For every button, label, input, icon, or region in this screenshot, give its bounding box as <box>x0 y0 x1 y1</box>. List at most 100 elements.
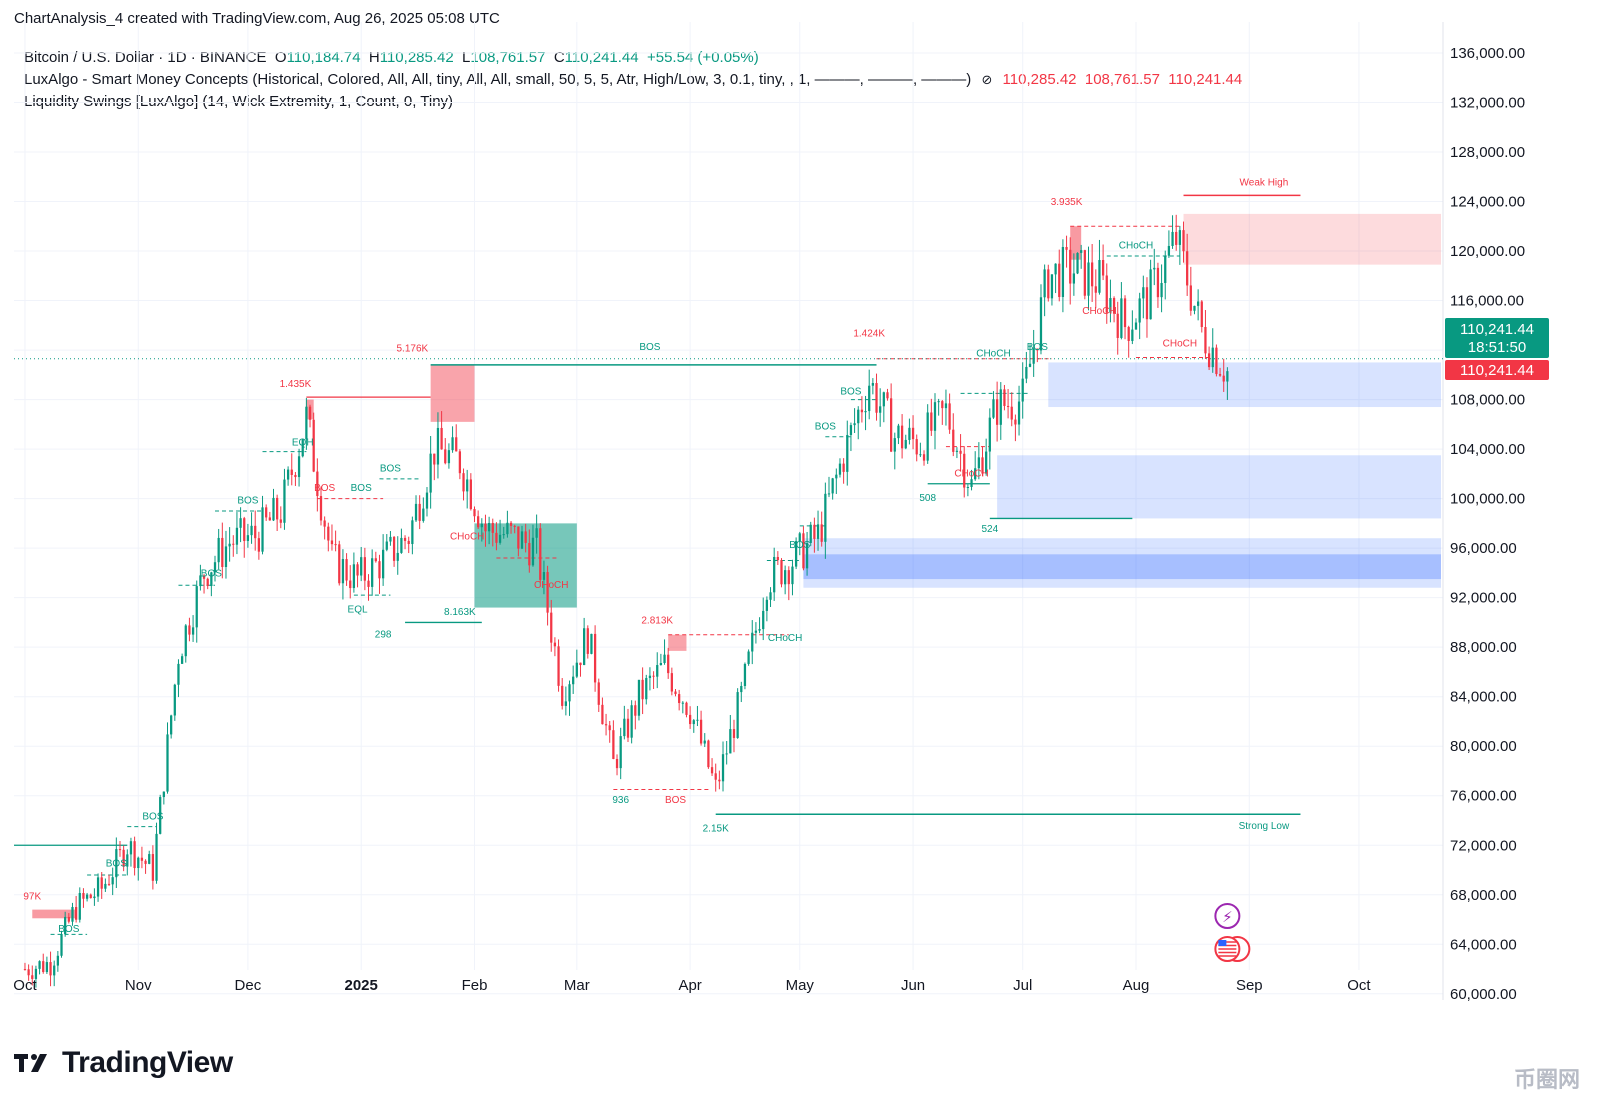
candle-body <box>725 753 728 755</box>
candle-body <box>1065 246 1068 250</box>
candle-body <box>1211 347 1214 368</box>
candle-body <box>1167 245 1171 256</box>
structure-label: BOS <box>106 858 127 869</box>
candle-body <box>162 791 165 798</box>
candle-body <box>1072 273 1076 284</box>
candle-body <box>794 541 798 567</box>
candle-body <box>180 656 184 664</box>
tradingview-logo[interactable]: TradingView <box>14 1046 233 1080</box>
candle-body <box>634 705 637 716</box>
liquidity-box <box>1070 226 1082 260</box>
candle-body <box>933 402 937 431</box>
candle-body <box>995 399 999 425</box>
candle-body <box>1003 389 1006 406</box>
market-structure-lines <box>14 194 1443 935</box>
candle-body <box>740 685 743 693</box>
candle-body <box>166 734 169 792</box>
candle-body <box>1222 375 1225 382</box>
lightning-glyph: ⚡ <box>1222 908 1233 926</box>
lightning-event-icon <box>1214 903 1241 929</box>
candle-body <box>184 625 187 657</box>
candle-body <box>1226 371 1229 382</box>
candle-body <box>202 575 206 579</box>
candle-body <box>206 578 209 587</box>
candle-body <box>1182 230 1185 252</box>
candle-body <box>316 471 319 497</box>
candle-body <box>444 449 447 464</box>
candle-body <box>1186 251 1189 286</box>
price-axis: 136,000.00 132,000.00 128,000.00 124,000.00… <box>1450 45 1525 1003</box>
structure-label: BOS <box>237 496 258 507</box>
candle-body <box>455 437 458 452</box>
candle-body <box>754 630 758 633</box>
candle-body <box>506 522 509 535</box>
candle-body <box>484 523 487 532</box>
candle-body <box>250 525 253 536</box>
candle-body <box>751 632 754 652</box>
volume-label: 298 <box>375 629 392 640</box>
indicator-liquidity-name[interactable]: Liquidity Swings [LuxAlgo] (14, Wick Ext… <box>24 93 454 110</box>
candle-body <box>524 531 527 543</box>
candle-body <box>908 427 911 440</box>
y-tick-label: 96,000.00 <box>1450 540 1517 557</box>
candle-body <box>433 453 436 465</box>
weak-high-label: Weak High <box>1240 177 1289 188</box>
candle-body <box>871 383 874 386</box>
candle-body <box>228 543 231 547</box>
y-tick-label: 84,000.00 <box>1450 689 1517 706</box>
indicator-smc-value-2: 108,761.57 <box>1084 71 1160 88</box>
candle-body <box>235 527 239 545</box>
candle-body <box>787 570 790 585</box>
candle-body <box>1145 287 1149 320</box>
eye-slash-icon[interactable]: ⊘ <box>981 72 993 87</box>
candle-body <box>38 961 41 969</box>
candle-body <box>941 401 944 409</box>
indicator-smc-name[interactable]: LuxAlgo - Smart Money Concepts (Historic… <box>24 71 972 88</box>
candle-body <box>425 492 429 509</box>
y-tick-label: 100,000.00 <box>1450 491 1525 508</box>
candle-body <box>115 849 118 878</box>
candle-body <box>345 559 348 581</box>
candle-body <box>96 877 100 897</box>
candle-body <box>31 975 34 979</box>
y-tick-label: 128,000.00 <box>1450 144 1525 161</box>
candle-body <box>254 525 257 539</box>
indicator-smc-value-3: 110,241.44 <box>1168 71 1243 88</box>
candle-body <box>1197 301 1200 306</box>
x-tick-label: May <box>786 977 815 994</box>
x-tick-label: 2025 <box>345 977 378 994</box>
x-tick-label: Jun <box>901 977 925 994</box>
candle-body <box>667 654 670 674</box>
candle-body <box>1058 263 1061 297</box>
y-tick-label: 136,000.00 <box>1450 45 1525 62</box>
volume-label: 97K <box>23 892 41 903</box>
indicator-smc-row[interactable]: LuxAlgo - Smart Money Concepts (Historic… <box>24 69 1242 91</box>
structure-label: BOS <box>789 540 810 551</box>
candle-body <box>1047 269 1050 299</box>
candle-body <box>780 560 783 585</box>
close-price-badge-bg <box>1445 360 1549 380</box>
candle-body <box>447 450 451 464</box>
candle-body <box>1043 269 1046 298</box>
indicator-liquidity-row[interactable]: Liquidity Swings [LuxAlgo] (14, Wick Ext… <box>24 91 1242 113</box>
candle-body <box>1091 262 1094 287</box>
candle-body <box>400 537 403 553</box>
candlestick-series <box>23 214 1229 988</box>
candle-body <box>356 564 359 576</box>
y-tick-label: 76,000.00 <box>1450 788 1517 805</box>
candle-body <box>1175 231 1178 245</box>
y-tick-label: 124,000.00 <box>1450 194 1525 211</box>
candle-body <box>53 965 56 976</box>
candle-body <box>1094 286 1097 293</box>
y-tick-label: 104,000.00 <box>1450 441 1525 458</box>
candle-body <box>78 892 81 920</box>
candle-body <box>992 399 995 418</box>
candle-body <box>747 651 750 664</box>
site-watermark: 币圈网 <box>1513 1067 1580 1092</box>
candle-body <box>268 517 271 521</box>
candle-body <box>974 468 977 480</box>
candle-body <box>1189 285 1192 311</box>
candle-body <box>272 497 275 521</box>
candle-body <box>1032 348 1035 364</box>
